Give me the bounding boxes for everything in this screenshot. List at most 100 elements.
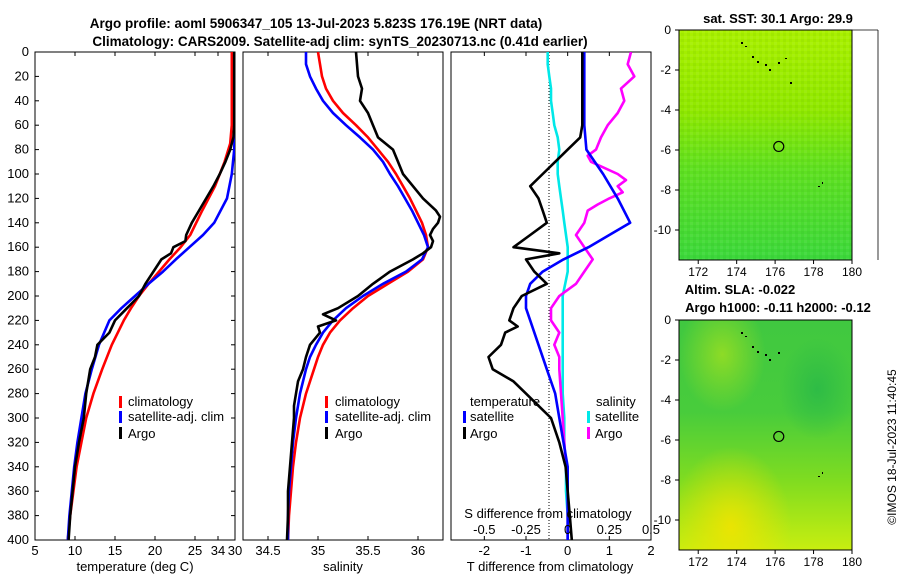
depth-tick-label: 280 xyxy=(7,386,29,401)
argo-position-marker xyxy=(773,430,785,443)
legend-title-temperature: temperature xyxy=(470,394,540,409)
sst-map-panel: sat. SST: 30.1 Argo: 29.9 172 174 176 178 18… xyxy=(654,11,879,279)
argo-position-marker xyxy=(773,140,785,153)
temperature-tick-label: 20 xyxy=(148,543,162,558)
salinity-axes-box xyxy=(242,51,444,541)
sst-map-islands xyxy=(741,42,823,187)
map-lat-tick-label: -4 xyxy=(660,103,671,117)
salinity-legend: climatology satellite-adj. clim Argo xyxy=(325,394,431,441)
map-lat-tick-label: -6 xyxy=(660,143,671,157)
depth-tick-label: 60 xyxy=(15,117,29,132)
legend-swatch-climatology xyxy=(325,396,328,408)
s-diff-line-argo xyxy=(549,52,636,540)
salinity-tick-label: 34 xyxy=(211,543,225,558)
map-lon-tick-label: 174 xyxy=(727,265,747,279)
depth-tick-label: 400 xyxy=(7,532,29,547)
legend-label-t-argo: Argo xyxy=(470,426,497,441)
temperature-line-argo xyxy=(67,52,235,540)
depth-tick-label: 180 xyxy=(7,264,29,279)
legend-swatch-satellite-adj xyxy=(119,411,122,423)
t-difference-xlabel: T difference from climatology xyxy=(467,559,634,574)
depth-tick-label: 40 xyxy=(15,93,29,108)
temperature-x-ticks: 5 10 15 20 25 30 xyxy=(31,52,242,558)
s-difference-tick-labels: -0.5 -0.25 0 0.25 0.5 xyxy=(473,522,660,537)
salinity-x-ticks: 34 34.5 35 35.5 36 xyxy=(211,52,425,558)
s-difference-tick-label: -0.25 xyxy=(511,522,541,537)
legend-label-argo: Argo xyxy=(335,426,362,441)
temperature-tick-label: 5 xyxy=(31,543,38,558)
depth-tick-label: 220 xyxy=(7,312,29,327)
s-difference-tick-label: 0 xyxy=(564,522,571,537)
legend-swatch-argo xyxy=(119,427,122,439)
depth-tick-label: 0 xyxy=(22,44,29,59)
sst-heatmap-texture xyxy=(679,30,852,260)
legend-label-satellite-adj: satellite-adj. clim xyxy=(335,409,431,424)
salinity-series xyxy=(285,52,442,540)
map-lon-tick-label: 172 xyxy=(688,265,708,279)
salinity-tick-label: 35.5 xyxy=(355,543,380,558)
legend-swatch-satellite-adj xyxy=(325,411,328,423)
map-lat-tick-label: -8 xyxy=(660,183,671,197)
legend-title-salinity: salinity xyxy=(596,394,636,409)
sla-map-frame xyxy=(678,319,853,551)
legend-label-argo: Argo xyxy=(128,426,155,441)
map-lon-tick-label: 178 xyxy=(804,555,824,569)
depth-tick-label: 320 xyxy=(7,434,29,449)
s-difference-tick-label: 0.25 xyxy=(597,522,622,537)
map-lat-tick-label: -2 xyxy=(660,353,671,367)
map-lat-tick-label: -4 xyxy=(660,393,671,407)
map-lat-tick-label: 0 xyxy=(664,313,671,327)
legend-swatch-climatology xyxy=(119,396,122,408)
sla-map-subtitle: Argo h1000: -0.11 h2000: -0.12 xyxy=(685,300,871,315)
salinity-line-argo xyxy=(285,52,442,540)
temperature-tick-label: 10 xyxy=(68,543,82,558)
map-lon-tick-label: 176 xyxy=(765,265,785,279)
map-lat-tick-label: -8 xyxy=(660,473,671,487)
map-lon-tick-label: 180 xyxy=(842,555,862,569)
legend-label-climatology: climatology xyxy=(128,394,194,409)
difference-series xyxy=(487,52,636,540)
temperature-panel: 0204060801001201401601802002202402602803… xyxy=(7,44,651,574)
depth-tick-label: 380 xyxy=(7,508,29,523)
figure-title-line1: Argo profile: aoml 5906347_105 13-Jul-20… xyxy=(90,16,542,31)
map-lon-tick-label: 176 xyxy=(765,555,785,569)
depth-tick-label: 300 xyxy=(7,410,29,425)
s-difference-tick-label: -0.5 xyxy=(473,522,495,537)
depth-tick-label: 100 xyxy=(7,166,29,181)
difference-axes-box xyxy=(450,51,652,541)
temperature-line-satellite-adj-clim xyxy=(66,52,235,540)
sst-map-ticks: 172 174 176 178 180 0 -2 -4 -6 -8 -10 xyxy=(654,23,863,279)
temperature-tick-label: 30 xyxy=(228,543,242,558)
legend-label-satellite-adj: satellite-adj. clim xyxy=(128,409,224,424)
t-difference-tick-label: -1 xyxy=(520,543,532,558)
map-lon-tick-label: 172 xyxy=(688,555,708,569)
legend-swatch-t-argo xyxy=(463,427,466,439)
depth-tick-label: 360 xyxy=(7,483,29,498)
t-difference-tick-label: 0 xyxy=(564,543,571,558)
legend-swatch-t-satellite xyxy=(463,411,466,423)
depth-tick-label: 340 xyxy=(7,459,29,474)
depth-tick-label: 120 xyxy=(7,190,29,205)
depth-tick-label: 200 xyxy=(7,288,29,303)
depth-tick-label: 80 xyxy=(15,142,29,157)
map-lat-tick-label: -2 xyxy=(660,63,671,77)
sst-map-frame xyxy=(678,29,853,261)
s-difference-tick-label: 0.5 xyxy=(642,522,660,537)
legend-label-climatology: climatology xyxy=(335,394,401,409)
map-lon-tick-label: 178 xyxy=(804,265,824,279)
imos-credit: ©IMOS 18-Jul-2023 11:40:45 xyxy=(885,369,899,525)
map-lat-tick-label: -6 xyxy=(660,433,671,447)
legend-label-t-satellite: satellite xyxy=(470,409,514,424)
sla-map-ticks: 172 174 176 178 180 0 -2 -4 -6 -8 -10 xyxy=(654,313,863,569)
salinity-xlabel: salinity xyxy=(323,559,363,574)
difference-x-ticks: -2 -1 0 1 2 xyxy=(479,52,655,558)
difference-legend: temperature satellite Argo salinity sate… xyxy=(463,394,639,441)
legend-label-s-satellite: satellite xyxy=(595,409,639,424)
temperature-xlabel: temperature (deg C) xyxy=(76,559,193,574)
depth-tick-label: 140 xyxy=(7,215,29,230)
t-diff-line-satellite xyxy=(524,52,632,540)
depth-tick-label: 240 xyxy=(7,337,29,352)
map-lat-tick-label: -10 xyxy=(654,513,672,527)
temperature-legend: climatology satellite-adj. clim Argo xyxy=(119,394,224,441)
